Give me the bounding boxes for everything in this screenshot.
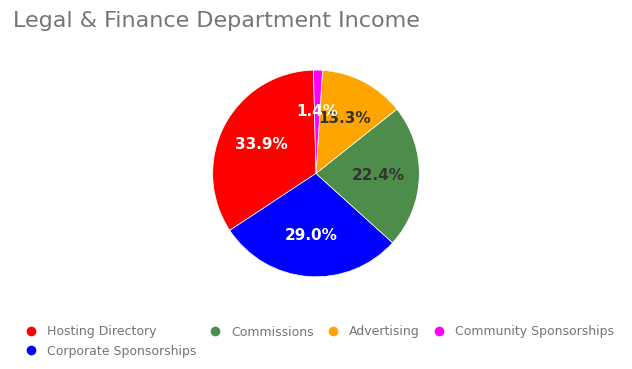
Wedge shape bbox=[230, 173, 392, 277]
Wedge shape bbox=[316, 70, 397, 173]
Legend: Hosting Directory, Corporate Sponsorships, Commissions, Advertising, Community S: Hosting Directory, Corporate Sponsorship… bbox=[13, 321, 619, 363]
Text: Legal & Finance Department Income: Legal & Finance Department Income bbox=[13, 11, 420, 31]
Text: 13.3%: 13.3% bbox=[319, 111, 371, 126]
Text: 22.4%: 22.4% bbox=[351, 168, 404, 183]
Text: 1.4%: 1.4% bbox=[296, 104, 338, 119]
Wedge shape bbox=[313, 70, 322, 173]
Wedge shape bbox=[213, 70, 316, 230]
Text: 29.0%: 29.0% bbox=[285, 228, 337, 243]
Wedge shape bbox=[316, 109, 419, 243]
Text: 33.9%: 33.9% bbox=[234, 137, 288, 152]
